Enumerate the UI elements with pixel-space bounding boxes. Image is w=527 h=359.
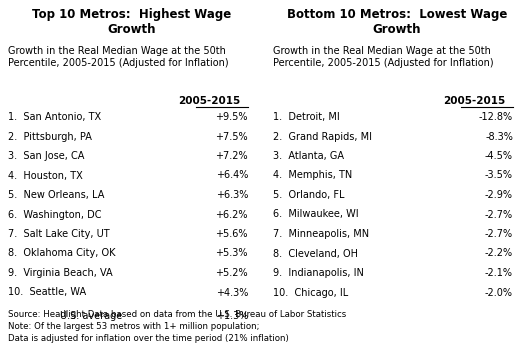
Text: 6.  Washington, DC: 6. Washington, DC: [8, 210, 102, 219]
Text: 2.  Grand Rapids, MI: 2. Grand Rapids, MI: [273, 131, 372, 141]
Text: Note: Of the largest 53 metros with 1+ million population;: Note: Of the largest 53 metros with 1+ m…: [8, 322, 259, 331]
Text: 5.  Orlando, FL: 5. Orlando, FL: [273, 190, 345, 200]
Text: -3.5%: -3.5%: [485, 171, 513, 181]
Text: +1.3%: +1.3%: [216, 311, 248, 321]
Text: 9.  Virginia Beach, VA: 9. Virginia Beach, VA: [8, 268, 113, 278]
Text: 6.  Milwaukee, WI: 6. Milwaukee, WI: [273, 210, 359, 219]
Text: 7.  Minneapolis, MN: 7. Minneapolis, MN: [273, 229, 369, 239]
Text: +9.5%: +9.5%: [216, 112, 248, 122]
Text: 4.  Memphis, TN: 4. Memphis, TN: [273, 171, 352, 181]
Text: 8.  Cleveland, OH: 8. Cleveland, OH: [273, 248, 358, 258]
Text: 1.  San Antonio, TX: 1. San Antonio, TX: [8, 112, 101, 122]
Text: +5.2%: +5.2%: [216, 268, 248, 278]
Text: -4.5%: -4.5%: [485, 151, 513, 161]
Text: +6.4%: +6.4%: [216, 171, 248, 181]
Text: 10.  Chicago, IL: 10. Chicago, IL: [273, 288, 348, 298]
Text: +4.3%: +4.3%: [216, 288, 248, 298]
Text: Bottom 10 Metros:  Lowest Wage
Growth: Bottom 10 Metros: Lowest Wage Growth: [287, 8, 507, 36]
Text: -2.2%: -2.2%: [485, 248, 513, 258]
Text: Data is adjusted for inflation over the time period (21% inflation): Data is adjusted for inflation over the …: [8, 334, 289, 343]
Text: 1.  Detroit, MI: 1. Detroit, MI: [273, 112, 340, 122]
Text: 4.  Houston, TX: 4. Houston, TX: [8, 171, 83, 181]
Text: 7.  Salt Lake City, UT: 7. Salt Lake City, UT: [8, 229, 110, 239]
Text: -2.0%: -2.0%: [485, 288, 513, 298]
Text: 5.  New Orleans, LA: 5. New Orleans, LA: [8, 190, 104, 200]
Text: -2.7%: -2.7%: [485, 229, 513, 239]
Text: 3.  San Jose, CA: 3. San Jose, CA: [8, 151, 84, 161]
Text: +5.3%: +5.3%: [216, 248, 248, 258]
Text: +7.2%: +7.2%: [216, 151, 248, 161]
Text: Top 10 Metros:  Highest Wage
Growth: Top 10 Metros: Highest Wage Growth: [32, 8, 232, 36]
Text: 3.  Atlanta, GA: 3. Atlanta, GA: [273, 151, 344, 161]
Text: -2.7%: -2.7%: [485, 210, 513, 219]
Text: +6.2%: +6.2%: [216, 210, 248, 219]
Text: Source: Headlight Data based on data from the U.S. Bureau of Labor Statistics: Source: Headlight Data based on data fro…: [8, 310, 346, 319]
Text: +6.3%: +6.3%: [216, 190, 248, 200]
Text: +7.5%: +7.5%: [216, 131, 248, 141]
Text: 2.  Pittsburgh, PA: 2. Pittsburgh, PA: [8, 131, 92, 141]
Text: U.S. average: U.S. average: [60, 311, 122, 321]
Text: -2.1%: -2.1%: [485, 268, 513, 278]
Text: 9.  Indianapolis, IN: 9. Indianapolis, IN: [273, 268, 364, 278]
Text: Growth in the Real Median Wage at the 50th
Percentile, 2005-2015 (Adjusted for I: Growth in the Real Median Wage at the 50…: [8, 46, 229, 67]
Text: -12.8%: -12.8%: [479, 112, 513, 122]
Text: +5.6%: +5.6%: [216, 229, 248, 239]
Text: 2005-2015: 2005-2015: [443, 96, 505, 106]
Text: -2.9%: -2.9%: [485, 190, 513, 200]
Text: 10.  Seattle, WA: 10. Seattle, WA: [8, 288, 86, 298]
Text: 2005-2015: 2005-2015: [178, 96, 240, 106]
Text: 8.  Oklahoma City, OK: 8. Oklahoma City, OK: [8, 248, 115, 258]
Text: -8.3%: -8.3%: [485, 131, 513, 141]
Text: Growth in the Real Median Wage at the 50th
Percentile, 2005-2015 (Adjusted for I: Growth in the Real Median Wage at the 50…: [273, 46, 494, 67]
